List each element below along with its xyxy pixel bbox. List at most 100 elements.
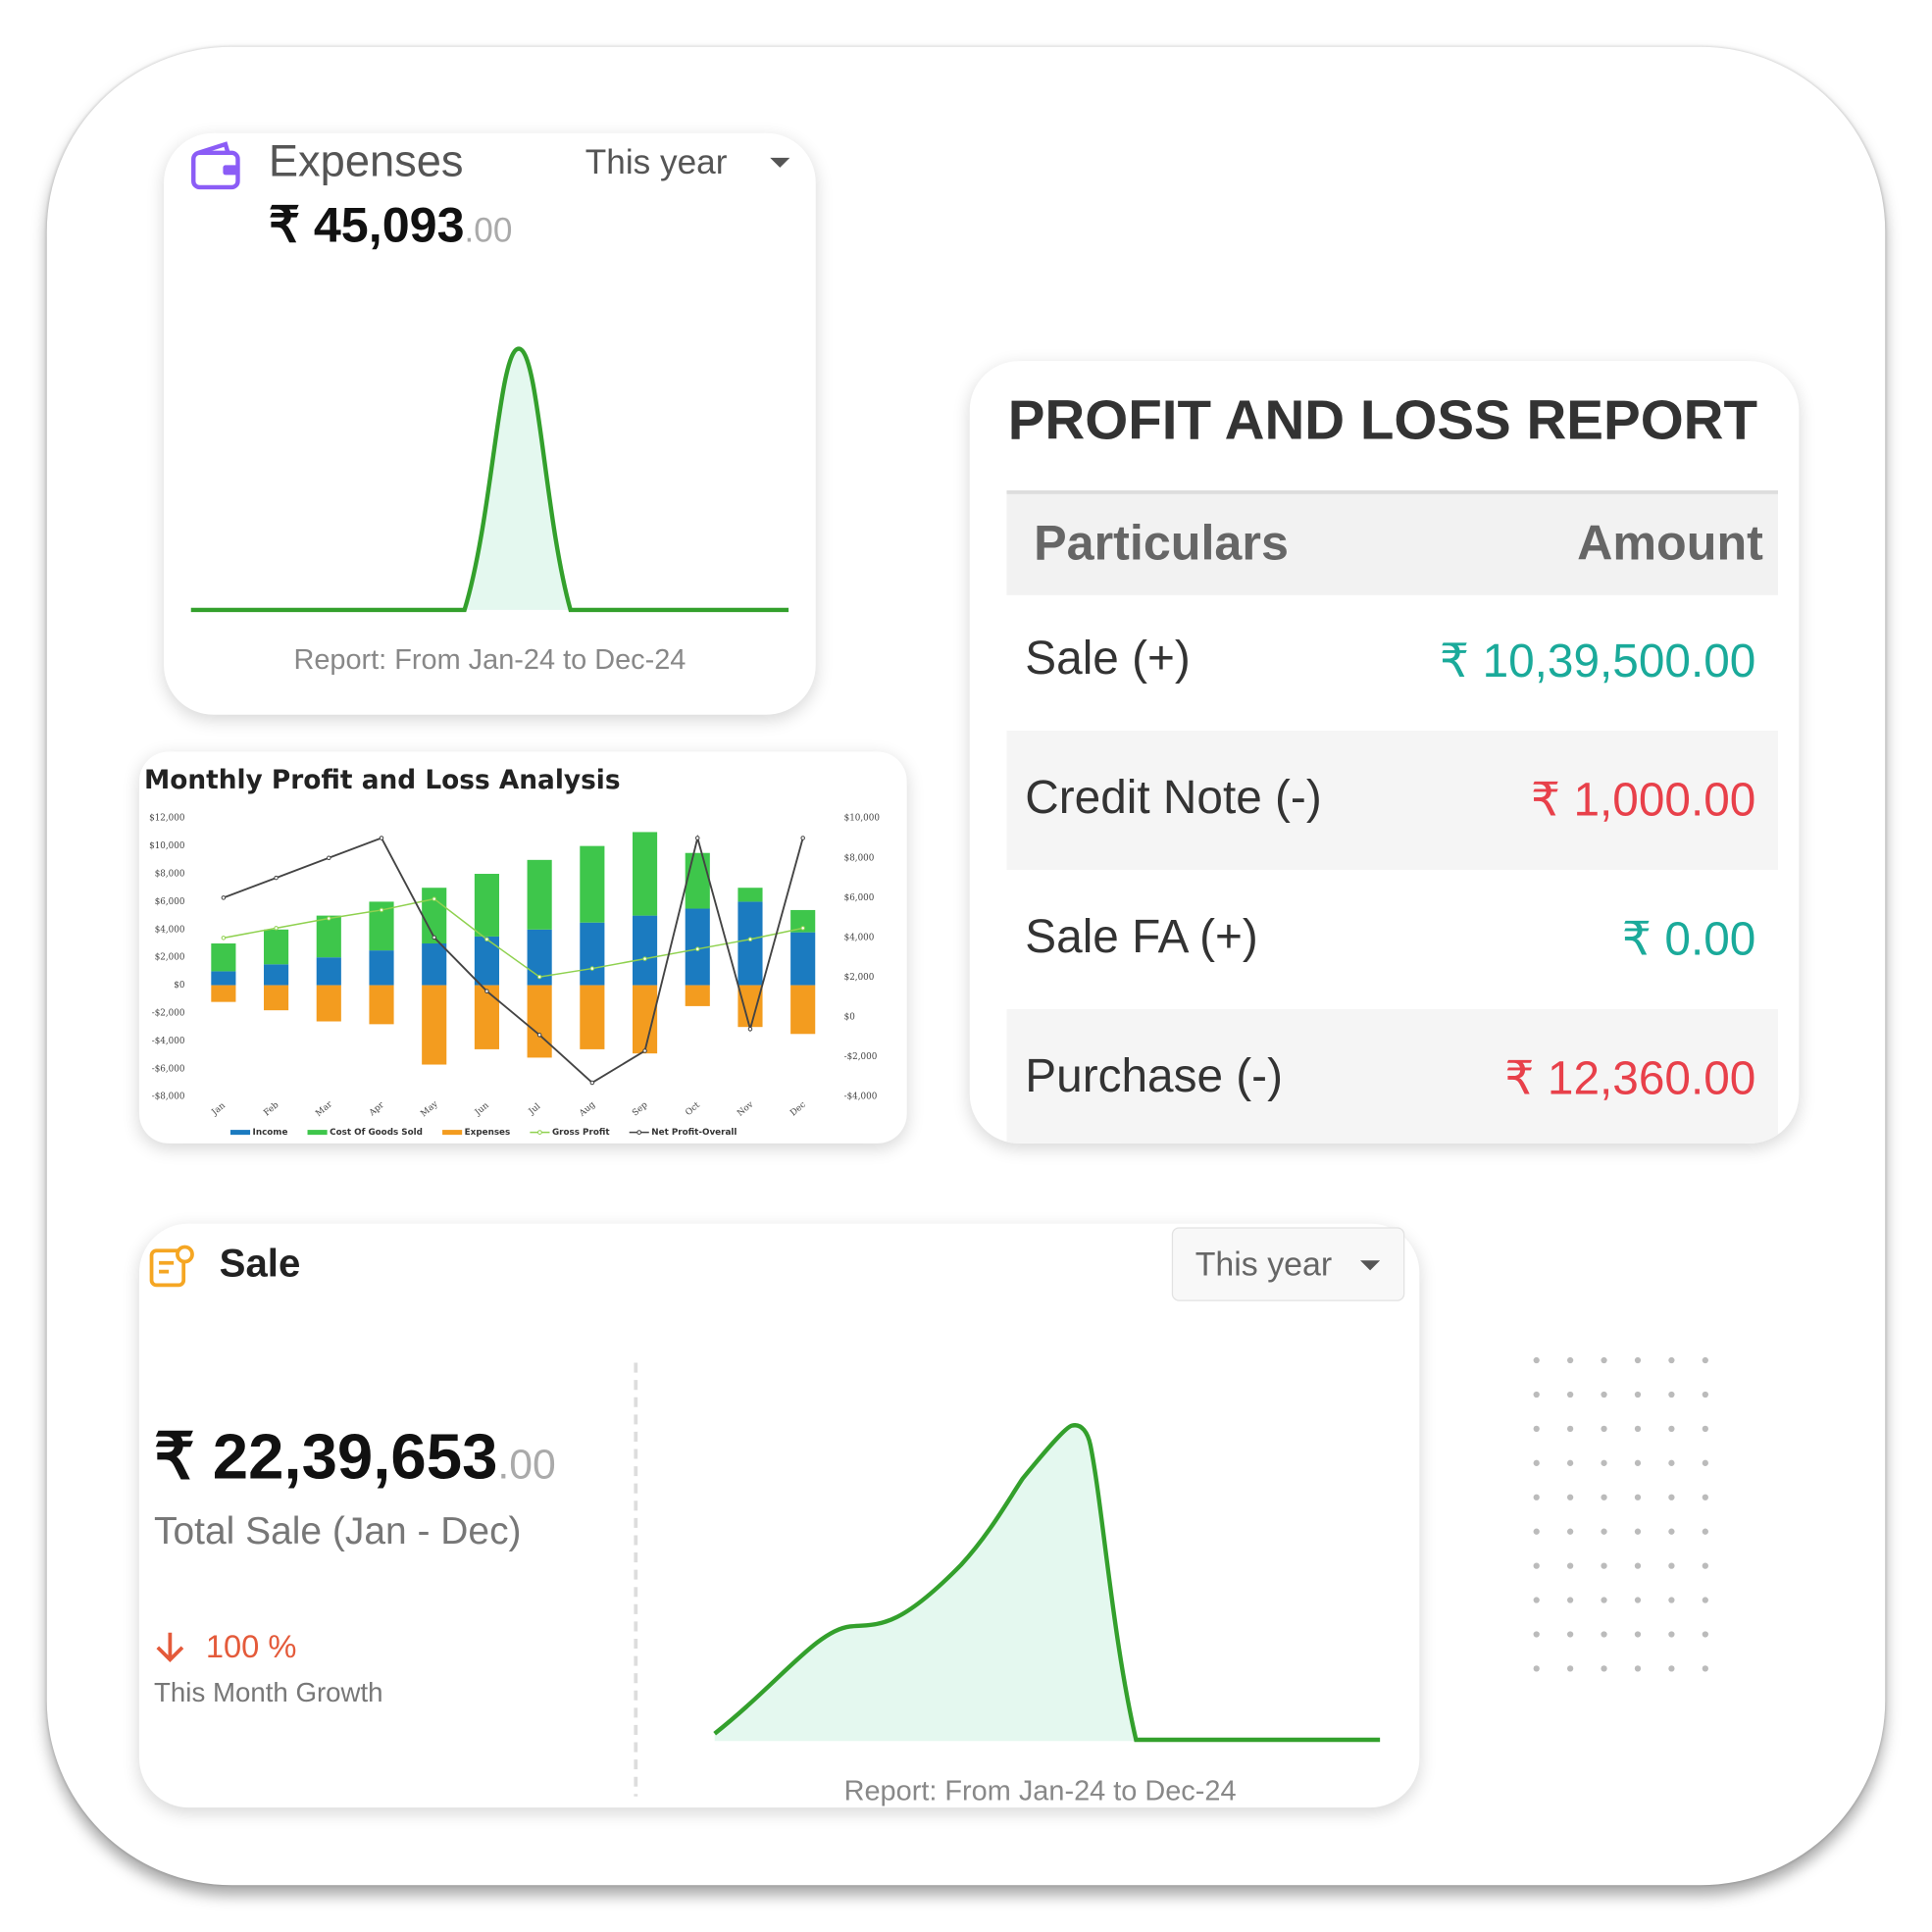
legend-label: Cost Of Goods Sold — [330, 1128, 423, 1138]
y2-tick-label: $0 — [844, 1013, 855, 1023]
dot — [1634, 1528, 1642, 1535]
bar — [316, 915, 341, 958]
point — [536, 1033, 542, 1038]
point — [327, 855, 331, 861]
y-tick-label: $10,000 — [149, 841, 184, 851]
dot — [1702, 1391, 1708, 1398]
y-tick-label: -$4,000 — [152, 1037, 185, 1046]
point — [484, 989, 489, 993]
dot — [1601, 1631, 1607, 1638]
chart-title: Monthly Profit and Loss Analysis — [144, 766, 621, 795]
period-select[interactable]: This year — [1171, 1227, 1405, 1301]
dot — [1634, 1665, 1642, 1672]
bar — [737, 985, 763, 1028]
bar — [790, 909, 816, 933]
dot — [1601, 1494, 1607, 1500]
dot — [1634, 1459, 1642, 1466]
dot — [1533, 1631, 1540, 1638]
bar — [685, 985, 710, 1006]
x-tick-label: Feb — [262, 1100, 280, 1118]
dot — [1533, 1459, 1540, 1466]
dot — [1566, 1665, 1574, 1672]
bar — [527, 985, 552, 1058]
expenses-card: Expenses This year ₹ 45,093.00 Report: F… — [164, 132, 816, 715]
dot — [1566, 1562, 1574, 1569]
legend-swatch — [307, 1130, 328, 1136]
bar — [580, 922, 605, 986]
dot — [1634, 1597, 1642, 1603]
point — [800, 836, 805, 840]
legend-swatch — [636, 1130, 642, 1136]
pnl-header: Particulars Amount — [1006, 490, 1778, 595]
row-amount: ₹ 0.00 — [1621, 914, 1756, 967]
period-select[interactable]: This year — [585, 142, 728, 181]
y2-tick-label: $2,000 — [844, 973, 875, 983]
point — [747, 937, 753, 942]
row-amount: ₹ 10,39,500.00 — [1439, 636, 1756, 688]
bar — [264, 929, 289, 965]
x-tick-label: Jun — [473, 1100, 491, 1118]
dot — [1566, 1631, 1574, 1638]
bar — [527, 859, 552, 930]
wallet-icon — [191, 141, 240, 190]
dot — [1668, 1391, 1675, 1398]
legend-label: Expenses — [465, 1128, 511, 1138]
line — [223, 834, 804, 1085]
dot — [1566, 1425, 1574, 1433]
dot — [1634, 1631, 1642, 1638]
pnl-card: PROFIT AND LOSS REPORT Particulars Amoun… — [969, 361, 1800, 1144]
sale-decimals: .00 — [497, 1441, 556, 1489]
legend-label: Gross Profit — [552, 1128, 610, 1138]
point — [589, 966, 595, 971]
bar — [211, 943, 236, 972]
sale-sparkline — [634, 1362, 1381, 1797]
growth: 100 % — [205, 1627, 297, 1665]
bar — [422, 985, 447, 1065]
point — [800, 926, 805, 931]
y2-tick-label: -$2,000 — [844, 1052, 878, 1062]
dot — [1566, 1356, 1574, 1364]
point — [432, 896, 436, 901]
sale-report: Report: From Jan-24 to Dec-24 — [843, 1774, 1237, 1806]
point — [484, 937, 489, 942]
point — [221, 895, 227, 900]
x-tick-label: Aug — [577, 1099, 597, 1119]
dot — [1601, 1391, 1607, 1398]
dot — [1533, 1391, 1540, 1398]
dot — [1601, 1459, 1607, 1466]
point — [589, 1080, 595, 1086]
dot — [1533, 1665, 1540, 1672]
pnl-row: Purchase (-) ₹ 12,360.00 — [1006, 1008, 1778, 1144]
expenses-amount-wrap: ₹ 45,093.00 — [269, 197, 513, 254]
point — [747, 1026, 753, 1032]
line — [223, 897, 803, 978]
dot — [1634, 1562, 1642, 1569]
dot — [1702, 1356, 1708, 1364]
pnl-row: Sale FA (+) ₹ 0.00 — [1006, 870, 1777, 1009]
bar — [422, 888, 447, 944]
bar — [632, 915, 658, 986]
x-tick-label: Oct — [684, 1100, 702, 1118]
bar — [422, 943, 447, 986]
dot — [1702, 1528, 1708, 1535]
bar — [580, 845, 605, 923]
point — [274, 875, 279, 881]
dot — [1566, 1494, 1574, 1500]
dot — [1601, 1665, 1607, 1672]
bar — [580, 985, 605, 1049]
dot — [1634, 1391, 1642, 1398]
point — [432, 935, 436, 941]
dot — [1702, 1665, 1708, 1672]
caret — [770, 157, 790, 168]
point — [327, 916, 331, 921]
expenses-decimals: .00 — [464, 210, 513, 249]
bar — [264, 964, 289, 986]
period-text: This year — [1195, 1246, 1333, 1283]
sale-amount: ₹ 22,39,653 — [154, 1421, 498, 1494]
expenses-report: Report: From Jan-24 to Dec-24 — [293, 642, 686, 676]
dot-grid — [1533, 1356, 1708, 1672]
point — [379, 836, 384, 840]
bar — [316, 985, 341, 1022]
point — [274, 926, 279, 931]
pnl-row: Credit Note (-) ₹ 1,000.00 — [1006, 731, 1778, 871]
